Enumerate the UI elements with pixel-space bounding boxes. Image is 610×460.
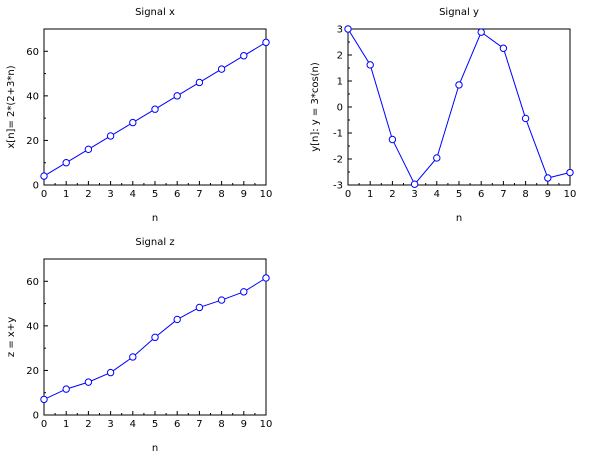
data-point xyxy=(240,288,248,296)
x-tick-label: 10 xyxy=(260,189,273,200)
y-axis-label: y[n]: y = 3*cos(n) xyxy=(310,62,321,152)
y-tick-label: 0 xyxy=(337,103,343,114)
x-tick-label: 6 xyxy=(174,189,180,200)
x-tick-label: 4 xyxy=(434,189,440,200)
y-tick-label: 20 xyxy=(26,136,39,147)
x-axis-label: n xyxy=(152,443,158,454)
data-point xyxy=(129,353,137,361)
data-point xyxy=(240,52,248,60)
data-point xyxy=(262,38,270,47)
x-tick-label: 10 xyxy=(564,189,577,200)
data-point xyxy=(40,395,48,404)
plot-frame xyxy=(347,28,571,186)
data-point xyxy=(173,92,181,100)
y-tick-label: 60 xyxy=(26,277,39,288)
y-tick-label: 3 xyxy=(337,25,343,36)
data-point xyxy=(84,378,93,386)
x-tick-label: 5 xyxy=(152,189,158,200)
data-point xyxy=(433,154,441,162)
data-point xyxy=(410,180,419,188)
y-axis-label: x[n]= 2*(2+3*n) xyxy=(6,65,17,148)
subplot-3: Signal z 0 1 2 3 4 5 6 7 8 9 10 0 20 40 60 n z = x+y xyxy=(6,237,272,454)
x-tick-label: 7 xyxy=(500,189,506,200)
y-tick-label: 0 xyxy=(33,411,39,422)
data-point xyxy=(262,274,270,282)
chart-title: Signal z xyxy=(135,237,174,248)
x-tick-label: 10 xyxy=(260,419,273,430)
x-tick-label: 3 xyxy=(107,419,113,430)
data-point xyxy=(544,174,552,182)
data-point xyxy=(217,65,226,73)
x-axis-label: n xyxy=(152,213,158,224)
x-tick-label: 5 xyxy=(152,419,158,430)
x-tick-label: 6 xyxy=(174,419,180,430)
data-point xyxy=(195,303,204,312)
subplot-1: Signal x 0 1 2 3 4 5 6 7 8 9 10 0 20 40 60 n x[n]= 2*(2+3… xyxy=(6,7,272,224)
data-point xyxy=(173,315,181,324)
x-tick-label: 0 xyxy=(41,419,47,430)
x-tick-label: 1 xyxy=(63,419,69,430)
x-tick-label: 2 xyxy=(389,189,395,200)
x-tick-label: 4 xyxy=(130,189,136,200)
data-point xyxy=(477,28,485,36)
chart-title: Signal y xyxy=(439,7,479,18)
x-tick-label: 8 xyxy=(218,189,224,200)
y-tick-label: 0 xyxy=(33,181,39,192)
x-tick-label: 2 xyxy=(85,419,91,430)
x-tick-label: 5 xyxy=(456,189,462,200)
x-tick-label: 8 xyxy=(218,419,224,430)
x-tick-label: 9 xyxy=(241,419,247,430)
x-tick-label: 1 xyxy=(367,189,373,200)
data-point xyxy=(366,61,374,69)
y-tick-label: 1 xyxy=(337,77,343,88)
x-tick-label: 9 xyxy=(241,189,247,200)
x-tick-label: 8 xyxy=(522,189,528,200)
x-tick-label: 9 xyxy=(545,189,551,200)
y-axis-label: z = x+y xyxy=(6,317,17,357)
y-tick-label: 20 xyxy=(26,366,39,377)
y-tick-label: 2 xyxy=(337,51,343,62)
x-axis-label: n xyxy=(456,213,462,224)
x-tick-label: 3 xyxy=(107,189,113,200)
x-tick-label: 7 xyxy=(196,419,202,430)
y-tick-label: 40 xyxy=(26,91,39,102)
data-point xyxy=(129,118,137,127)
x-tick-label: 4 xyxy=(130,419,136,430)
x-tick-label: 6 xyxy=(478,189,484,200)
y-tick-label: 60 xyxy=(26,47,39,58)
y-tick-label: 40 xyxy=(26,321,39,332)
x-tick-label: 1 xyxy=(63,189,69,200)
data-point xyxy=(455,81,463,89)
subplot-2: Signal y 0 1 2 3 4 5 6 7 8 9 10 -3 -2 -1 0 1 2 3 n y[n]: y =… xyxy=(310,7,576,224)
data-point xyxy=(62,385,70,393)
x-tick-label: 3 xyxy=(411,189,417,200)
x-tick-label: 2 xyxy=(85,189,91,200)
data-point xyxy=(84,145,93,154)
chart-title: Signal x xyxy=(135,7,175,18)
data-point xyxy=(40,172,48,180)
x-tick-label: 0 xyxy=(345,189,351,200)
y-tick-label: -2 xyxy=(333,155,343,166)
data-point xyxy=(106,368,115,377)
data-point xyxy=(195,78,204,87)
data-point xyxy=(106,132,115,140)
data-point xyxy=(388,135,397,144)
x-tick-label: 0 xyxy=(41,189,47,200)
data-point xyxy=(521,114,530,123)
data-point xyxy=(566,168,574,177)
data-point xyxy=(151,333,159,342)
x-tick-label: 7 xyxy=(196,189,202,200)
data-point xyxy=(151,105,159,113)
y-tick-label: -3 xyxy=(333,181,343,192)
y-tick-label: -1 xyxy=(333,129,343,140)
data-point xyxy=(499,44,508,52)
data-point xyxy=(344,25,352,33)
series-line xyxy=(347,28,571,186)
data-point xyxy=(62,159,70,167)
data-point xyxy=(217,296,226,304)
